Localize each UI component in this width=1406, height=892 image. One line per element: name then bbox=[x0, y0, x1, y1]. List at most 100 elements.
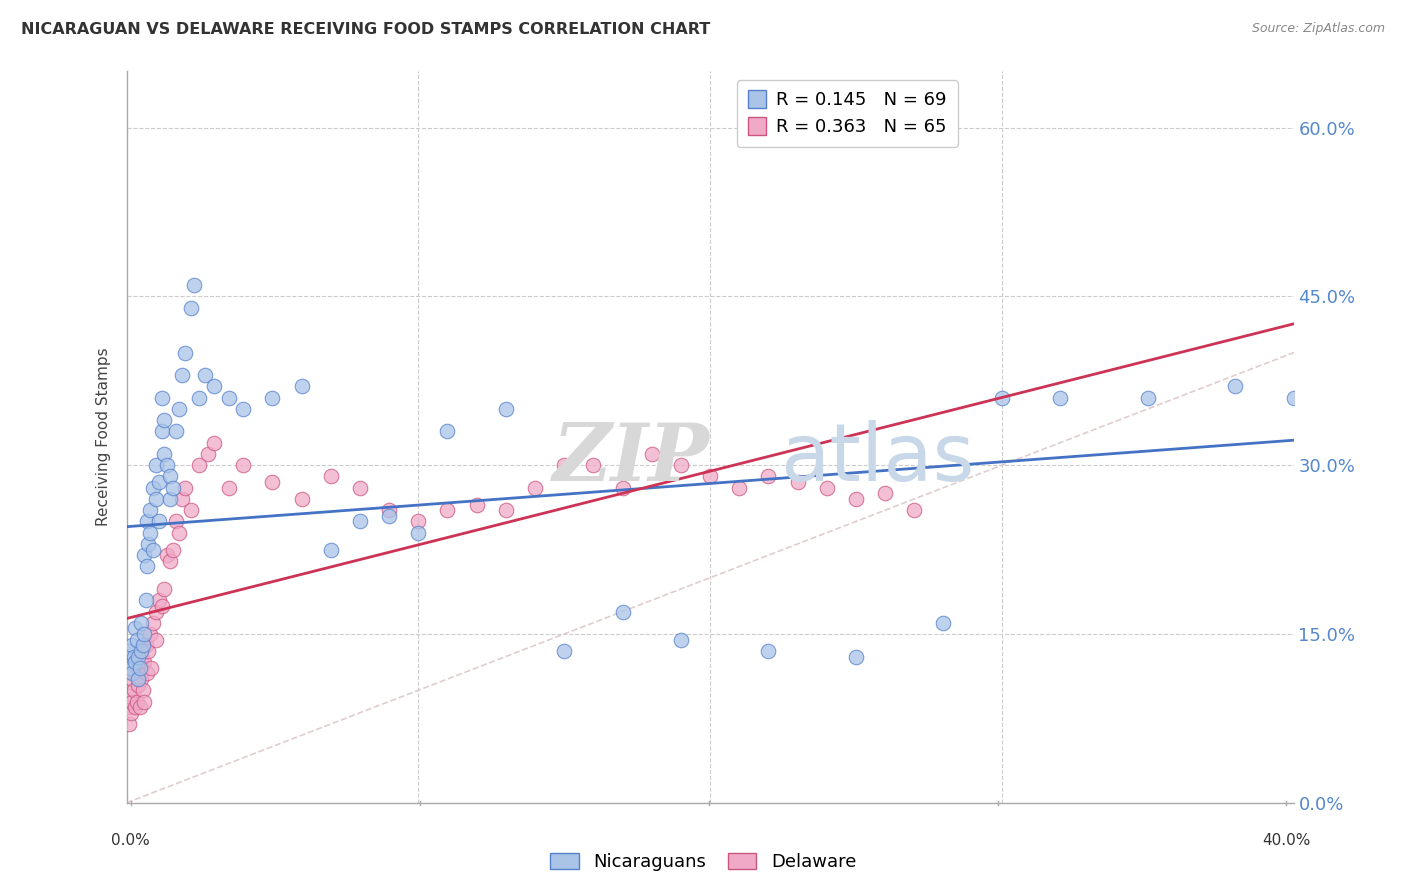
Point bbox=[756, 469, 779, 483]
Point bbox=[127, 649, 149, 664]
Point bbox=[218, 481, 240, 495]
Point bbox=[121, 694, 143, 708]
Point bbox=[129, 649, 152, 664]
Point bbox=[138, 644, 160, 658]
Point bbox=[232, 401, 254, 416]
Point bbox=[465, 498, 488, 512]
Point bbox=[121, 638, 143, 652]
Point bbox=[174, 345, 197, 359]
Point bbox=[1049, 391, 1071, 405]
Point bbox=[132, 627, 155, 641]
Point bbox=[194, 368, 217, 383]
Text: atlas: atlas bbox=[780, 420, 974, 498]
Point bbox=[118, 689, 141, 703]
Point bbox=[159, 554, 181, 568]
Point bbox=[1282, 391, 1305, 405]
Point bbox=[378, 508, 401, 523]
Point bbox=[139, 627, 162, 641]
Point bbox=[127, 672, 149, 686]
Point bbox=[129, 672, 152, 686]
Point bbox=[1341, 401, 1364, 416]
Point bbox=[845, 491, 868, 506]
Point bbox=[138, 537, 160, 551]
Point bbox=[150, 391, 173, 405]
Text: 0.0%: 0.0% bbox=[111, 833, 150, 848]
Point bbox=[136, 666, 159, 681]
Point bbox=[290, 379, 312, 393]
Point bbox=[167, 525, 190, 540]
Point bbox=[875, 486, 897, 500]
Point bbox=[202, 379, 225, 393]
Point bbox=[180, 503, 202, 517]
Point bbox=[165, 515, 187, 529]
Point bbox=[319, 469, 342, 483]
Text: NICARAGUAN VS DELAWARE RECEIVING FOOD STAMPS CORRELATION CHART: NICARAGUAN VS DELAWARE RECEIVING FOOD ST… bbox=[21, 22, 710, 37]
Point bbox=[524, 481, 547, 495]
Point bbox=[408, 525, 430, 540]
Point bbox=[188, 391, 211, 405]
Point bbox=[127, 661, 149, 675]
Point bbox=[131, 683, 153, 698]
Point bbox=[153, 582, 176, 596]
Point bbox=[845, 649, 868, 664]
Point bbox=[495, 503, 517, 517]
Point bbox=[139, 503, 162, 517]
Legend: Nicaraguans, Delaware: Nicaraguans, Delaware bbox=[543, 846, 863, 879]
Point bbox=[141, 661, 163, 675]
Point bbox=[121, 666, 143, 681]
Point bbox=[162, 542, 184, 557]
Point bbox=[153, 447, 176, 461]
Text: ZIP: ZIP bbox=[553, 420, 710, 498]
Point bbox=[1223, 379, 1247, 393]
Point bbox=[932, 615, 955, 630]
Point bbox=[131, 638, 153, 652]
Point bbox=[124, 666, 146, 681]
Y-axis label: Receiving Food Stamps: Receiving Food Stamps bbox=[96, 348, 111, 526]
Point bbox=[165, 425, 187, 439]
Point bbox=[125, 694, 148, 708]
Point bbox=[134, 638, 156, 652]
Point bbox=[148, 515, 170, 529]
Point bbox=[142, 542, 165, 557]
Point bbox=[174, 481, 197, 495]
Point bbox=[378, 503, 401, 517]
Point bbox=[145, 458, 167, 473]
Point bbox=[118, 717, 141, 731]
Point bbox=[156, 458, 179, 473]
Point bbox=[121, 672, 143, 686]
Point bbox=[349, 481, 371, 495]
Point bbox=[170, 491, 193, 506]
Point bbox=[148, 475, 170, 489]
Point bbox=[122, 683, 145, 698]
Point bbox=[180, 301, 202, 315]
Point bbox=[150, 599, 173, 613]
Point bbox=[669, 458, 692, 473]
Point bbox=[159, 469, 181, 483]
Point bbox=[262, 475, 284, 489]
Point bbox=[436, 425, 458, 439]
Text: 40.0%: 40.0% bbox=[1263, 833, 1310, 848]
Point bbox=[156, 548, 179, 562]
Point bbox=[125, 632, 148, 647]
Point bbox=[553, 644, 575, 658]
Point bbox=[118, 644, 141, 658]
Point bbox=[159, 491, 181, 506]
Point bbox=[903, 503, 925, 517]
Point bbox=[120, 706, 142, 720]
Point bbox=[145, 632, 167, 647]
Point bbox=[139, 525, 162, 540]
Point bbox=[124, 700, 146, 714]
Point bbox=[188, 458, 211, 473]
Point bbox=[1136, 391, 1159, 405]
Point bbox=[197, 447, 219, 461]
Point bbox=[641, 447, 664, 461]
Point bbox=[128, 700, 150, 714]
Point bbox=[124, 655, 146, 669]
Point bbox=[134, 593, 156, 607]
Point bbox=[162, 481, 184, 495]
Point bbox=[127, 678, 149, 692]
Point bbox=[612, 481, 634, 495]
Point bbox=[132, 655, 155, 669]
Point bbox=[122, 649, 145, 664]
Point bbox=[142, 481, 165, 495]
